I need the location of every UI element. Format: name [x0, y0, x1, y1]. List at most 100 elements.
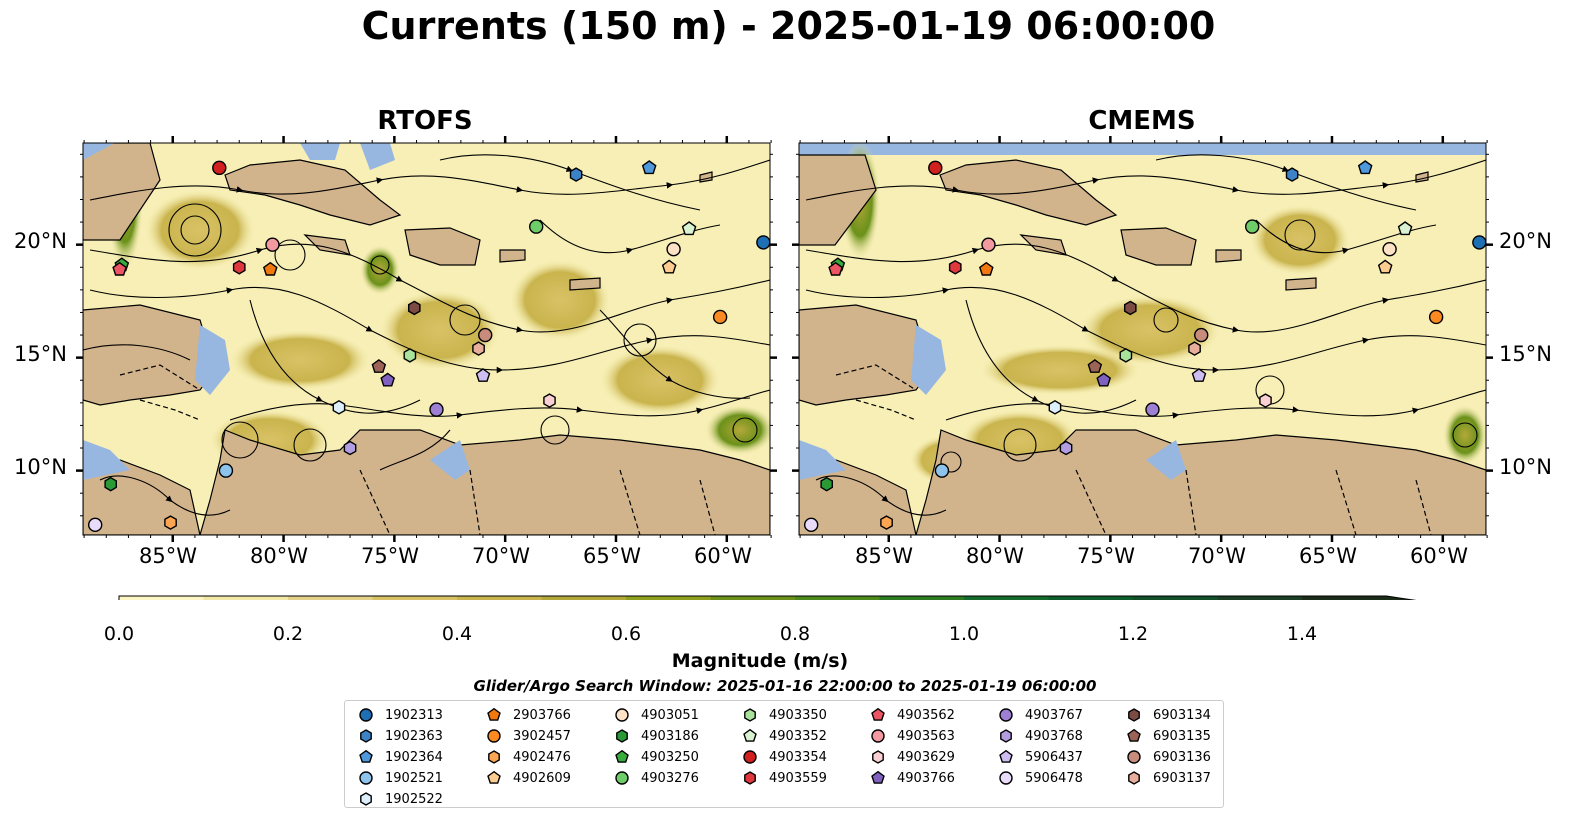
platform-marker-4903768	[343, 440, 357, 456]
colorbar-segment	[372, 596, 458, 600]
circle-icon	[871, 729, 885, 743]
rtofs-axis-ticks	[76, 136, 777, 542]
legend-item: 4903766	[867, 768, 955, 788]
legend-marker-pentagon-icon	[487, 770, 501, 784]
colorbar-segment	[203, 596, 289, 600]
legend-item: 6903136	[1123, 747, 1211, 767]
platform-marker-4903352	[681, 221, 697, 236]
platform-marker-4903766	[380, 372, 396, 387]
colorbar-segment	[1133, 596, 1218, 600]
legend-label: 1902522	[385, 791, 443, 807]
colorbar	[118, 595, 1417, 600]
legend-marker-pentagon-icon	[999, 749, 1013, 763]
colorbar-segment	[1217, 596, 1303, 600]
legend-marker-hexagon-icon	[488, 750, 500, 764]
legend-label: 4903051	[641, 707, 699, 723]
cmems-y-tick: 10°N	[1499, 455, 1552, 479]
platform-marker-6903134	[408, 300, 421, 316]
colorbar-tick: 0.4	[441, 623, 473, 645]
platform-marker-5906437	[1191, 368, 1207, 382]
platform-marker-4903186	[104, 476, 118, 492]
platform-marker-6903135	[1087, 359, 1103, 373]
legend-marker-hexagon-icon	[872, 750, 884, 764]
hexagon-icon	[488, 750, 500, 764]
platform-marker-4903352	[1397, 221, 1413, 236]
pentagon-icon	[999, 749, 1013, 763]
legend-marker-pentagon-icon	[871, 770, 885, 784]
rtofs-x-tick: 65°W	[583, 544, 641, 568]
legend-item: 1902364	[355, 747, 443, 767]
platform-marker-4903354	[928, 160, 943, 176]
platform-marker-4903767	[1145, 402, 1160, 417]
platform-marker-4903051	[1382, 241, 1397, 257]
legend-label: 4902609	[513, 770, 571, 786]
pentagon-icon	[743, 728, 757, 742]
legend-label: 6903137	[1153, 770, 1211, 786]
legend-marker-hexagon-icon	[1000, 729, 1012, 743]
colorbar-tick: 0.2	[272, 623, 304, 645]
platform-marker-5906478	[803, 517, 819, 533]
cmems-y-tick: 15°N	[1499, 342, 1552, 366]
platform-marker-4903559	[232, 259, 246, 275]
legend-marker-pentagon-icon	[871, 707, 885, 721]
figure-title: Currents (150 m) - 2025-01-19 06:00:00	[361, 4, 1216, 48]
colorbar-segment	[288, 596, 373, 600]
platform-marker-4903768	[1059, 440, 1073, 456]
legend-marker-circle-icon	[359, 771, 373, 785]
legend-marker-circle-icon	[615, 708, 629, 722]
colorbar-segment	[541, 596, 627, 600]
colorbar-segment	[1048, 596, 1134, 600]
legend-label: 5906437	[1025, 749, 1083, 765]
legend-label: 4903276	[641, 770, 699, 786]
legend-item: 6903134	[1123, 705, 1211, 725]
platform-marker-1902364	[641, 160, 657, 175]
platform-marker-4903562	[112, 261, 127, 276]
platform-marker-4903562	[828, 261, 843, 276]
cmems-y-tick: 20°N	[1499, 229, 1552, 253]
hexagon-icon	[616, 729, 628, 743]
legend-marker-hexagon-icon	[744, 771, 756, 785]
legend-item: 4903559	[739, 768, 827, 788]
legend-label: 4903766	[897, 770, 955, 786]
legend-item: 4903768	[995, 726, 1083, 746]
colorbar-label: Magnitude (m/s)	[671, 650, 849, 672]
colorbar-tick: 1.2	[1117, 623, 1149, 645]
rtofs-platform-markers	[87, 160, 771, 533]
platform-marker-4903766	[1096, 372, 1112, 387]
legend-label: 6903136	[1153, 749, 1211, 765]
legend-marker-circle-icon	[359, 708, 373, 722]
platform-marker-4903629	[1259, 393, 1272, 408]
platform-marker-4903354	[212, 160, 227, 176]
cmems-x-tick: 70°W	[1188, 544, 1246, 568]
circle-icon	[615, 771, 629, 785]
legend-item: 1902522	[355, 789, 443, 809]
legend-item: 1902363	[355, 726, 443, 746]
circle-icon	[743, 750, 757, 764]
legend-item: 6903137	[1123, 768, 1211, 788]
pentagon-icon	[871, 707, 885, 721]
colorbar-outline	[118, 595, 1417, 600]
platform-marker-5906437	[475, 368, 491, 382]
circle-icon	[359, 708, 373, 722]
platform-marker-6903136	[1194, 327, 1209, 343]
legend-label: 1902363	[385, 728, 443, 744]
platform-marker-1902521	[218, 463, 234, 478]
legend-marker-pentagon-icon	[359, 749, 373, 763]
platform-marker-1902521	[934, 463, 950, 478]
platform-marker-6903137	[472, 341, 485, 356]
legend-label: 4903354	[769, 749, 827, 765]
platform-marker-1902313	[756, 235, 771, 250]
colorbar-segment	[1302, 596, 1387, 600]
colorbar-tick: 0.6	[610, 623, 642, 645]
hexagon-icon	[1000, 729, 1012, 743]
platform-marker-4902609	[1377, 259, 1393, 274]
pentagon-icon	[359, 749, 373, 763]
legend-item: 4903250	[611, 747, 699, 767]
legend-label: 2903766	[513, 707, 571, 723]
cmems-x-tick: 60°W	[1410, 544, 1468, 568]
legend-label: 1902364	[385, 749, 443, 765]
rtofs-x-tick: 80°W	[250, 544, 308, 568]
circle-icon	[999, 771, 1013, 785]
platform-marker-3902457	[712, 309, 728, 325]
colorbar-tick: 1.0	[948, 623, 980, 645]
